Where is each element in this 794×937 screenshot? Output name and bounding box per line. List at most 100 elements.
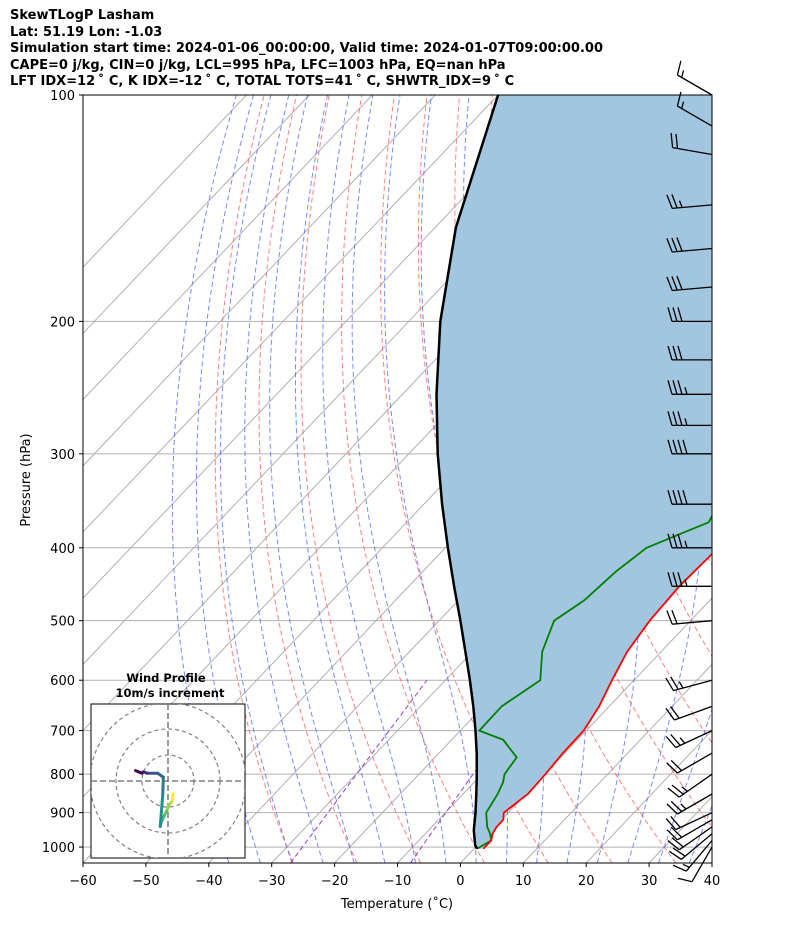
wind-barb	[666, 275, 713, 292]
moist-adiabat-line	[195, 95, 261, 863]
y-tick-label: 300	[50, 448, 75, 463]
wind-barb	[666, 609, 713, 625]
wind-barb	[667, 380, 712, 395]
dry-adiabat-line	[258, 95, 358, 863]
x-tick-label: −10	[384, 874, 411, 889]
wind-barb	[672, 840, 713, 872]
y-tick-label: 700	[50, 725, 75, 740]
moist-adiabat-line	[688, 804, 712, 863]
wind-barb	[676, 60, 713, 96]
moist-adiabat-line	[171, 95, 237, 863]
dry-adiabat-line	[380, 95, 549, 863]
isotherm-line	[83, 95, 562, 599]
indices-line: LFT IDX=12 ˚ C, K IDX=-12 ˚ C, TOTAL TOT…	[10, 74, 515, 89]
mixing-ratio-line	[290, 679, 428, 863]
moist-adiabat-line	[351, 95, 447, 863]
y-axis-label: Pressure (hPa)	[19, 433, 34, 526]
series-lines	[435, 95, 712, 850]
y-tick-label: 900	[50, 807, 75, 822]
moist-adiabat-line	[658, 707, 712, 863]
location-line: Lat: 51.19 Lon: -1.03	[10, 24, 163, 40]
x-tick-label: −20	[321, 874, 348, 889]
wind-barb	[677, 846, 713, 883]
dewpoint-line	[476, 514, 712, 850]
dry-adiabat-line	[214, 95, 294, 863]
x-tick-label: −30	[258, 874, 285, 889]
y-tick-label: 100	[50, 89, 75, 104]
time-line: Simulation start time: 2024-01-06_00:00:…	[10, 41, 603, 56]
isotherm-line	[83, 95, 373, 401]
moist-adiabat-line	[322, 95, 416, 863]
hodograph-segment	[134, 769, 144, 775]
dry-adiabat-line	[300, 95, 422, 863]
cape-line: CAPE=0 j/kg, CIN=0 j/kg, LCL=995 hPa, LF…	[10, 57, 506, 73]
x-tick-label: 10	[515, 874, 532, 889]
moist-adiabat-line	[720, 95, 794, 863]
isotherm-line	[83, 95, 436, 467]
wind-barb	[667, 533, 712, 549]
wind-barb	[667, 345, 712, 361]
chart-header: SkewTLogP Lasham Lat: 51.19 Lon: -1.03 S…	[10, 8, 603, 91]
temperature-line	[482, 552, 712, 850]
x-tick-label: 30	[641, 874, 658, 889]
x-axis-label: Temperature (˚C)	[340, 896, 453, 912]
wind-barb	[665, 705, 713, 721]
moist-adiabat-line	[269, 95, 355, 863]
x-tick-label: 20	[578, 874, 595, 889]
dry-adiabat-line	[753, 95, 794, 863]
axes: −60 −50 −40 −30 −20 −10 0 10 20 30 40 1000 900 800 700…	[42, 89, 720, 889]
y-tick-label: 1000	[42, 841, 75, 856]
hodograph-segment	[161, 775, 165, 796]
wind-barb	[666, 819, 713, 841]
isotherm-line	[83, 95, 247, 268]
wind-barb	[666, 237, 713, 253]
inset-title: Wind Profile	[126, 671, 206, 685]
isotherm-line	[775, 95, 794, 863]
y-tick-label: 500	[50, 615, 75, 630]
hodograph-segment	[158, 792, 165, 828]
inset-subtitle: 10m/s increment	[116, 686, 225, 700]
wind-barb	[667, 307, 712, 323]
wind-barb	[665, 730, 713, 749]
wind-barb	[668, 833, 713, 860]
y-tick-label: 400	[50, 542, 75, 557]
isotherm-line	[711, 862, 712, 863]
isotherm-line	[585, 729, 712, 863]
dry-adiabat-line	[341, 95, 485, 863]
x-tick-label: 0	[456, 874, 464, 889]
dry-adiabat-line	[785, 95, 794, 863]
y-tick-label: 200	[50, 315, 75, 330]
moist-adiabat-line	[420, 95, 508, 863]
parcel-line	[435, 95, 500, 850]
wind-barb	[676, 91, 713, 127]
wind-barb	[665, 676, 713, 692]
isotherm-line	[460, 597, 712, 863]
hodograph-inset: Wind Profile 10m/s increment	[90, 671, 246, 859]
isotherm-line	[83, 95, 310, 335]
station-title: SkewTLogP Lasham	[10, 8, 155, 23]
x-tick-label: −60	[69, 874, 96, 889]
x-tick-label: −40	[195, 874, 222, 889]
wind-barb	[667, 411, 712, 427]
wind-barb	[667, 826, 713, 851]
moist-adiabat-line	[244, 95, 324, 863]
x-tick-label: −50	[132, 874, 159, 889]
x-tick-label: 40	[704, 874, 721, 889]
wind-barb	[666, 793, 713, 815]
isotherm-line	[83, 95, 499, 533]
moist-adiabat-line	[295, 95, 386, 863]
cin-cape-shading	[436, 95, 712, 849]
moist-adiabat-line	[384, 95, 477, 863]
wind-barb	[667, 572, 712, 587]
wind-barb	[666, 194, 713, 210]
y-tick-label: 800	[50, 768, 75, 783]
isotherm-line	[522, 663, 712, 863]
moist-adiabat-line	[220, 95, 293, 863]
wind-barb	[665, 812, 713, 831]
dry-adiabat-line	[720, 95, 794, 863]
wind-barb	[666, 752, 713, 774]
y-tick-label: 600	[50, 674, 75, 689]
wind-barb	[670, 133, 713, 156]
wind-barb	[667, 773, 713, 798]
